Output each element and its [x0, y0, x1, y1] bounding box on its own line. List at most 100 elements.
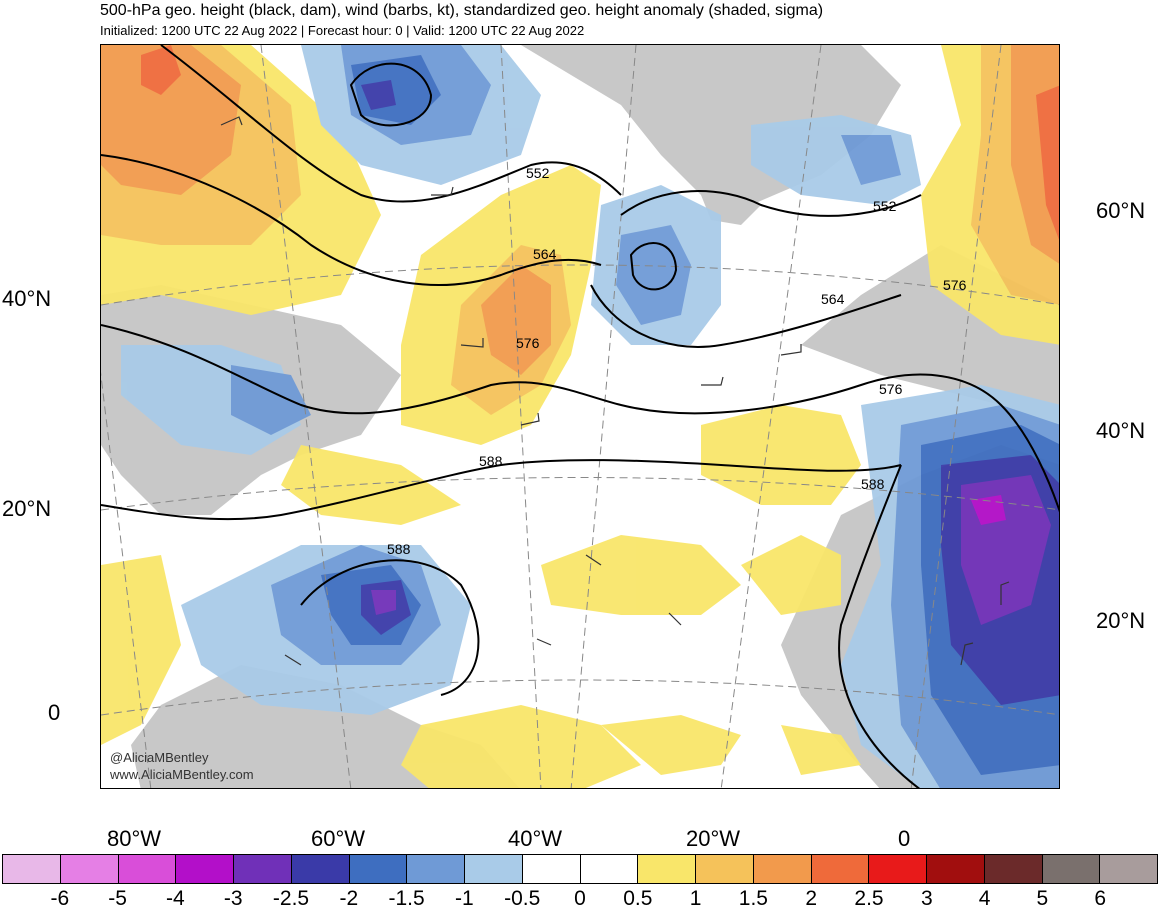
colorbar-tick-label: 0.5	[623, 887, 653, 910]
colorbar-segment	[580, 855, 639, 883]
anomaly-pos2-northeast	[1036, 85, 1059, 240]
lon-label: 60°W	[311, 826, 366, 851]
colorbar-tick-label: 1	[689, 887, 702, 910]
anomaly-neg1-norway	[841, 135, 901, 185]
contour-low-north-atlantic	[629, 242, 678, 291]
contour-label: 588	[861, 476, 885, 492]
colorbar-segment	[753, 855, 812, 883]
wind-barb	[431, 186, 454, 196]
wind-barb	[668, 612, 682, 626]
map-title: 500-hPa geo. height (black, dam), wind (…	[100, 2, 824, 19]
parallel-20n	[101, 477, 1059, 511]
lon-label: 0	[898, 826, 911, 851]
lon-label: 20°W	[686, 826, 741, 851]
colorbar-tick-label: -4	[166, 887, 185, 910]
meridian-0	[910, 45, 1002, 788]
colorbar-tick-label: -3	[223, 887, 243, 910]
wind-barbs	[220, 116, 1010, 666]
colorbar-segment	[407, 855, 465, 883]
credit-website: www.AliciaMBentley.com	[110, 767, 254, 782]
colorbar-tick-label: -2	[339, 887, 359, 910]
colorbar-segment	[869, 855, 927, 883]
meridian-60w	[260, 45, 352, 788]
colorbar-segment	[522, 855, 581, 883]
wind-barb	[460, 338, 484, 348]
contour-564-west	[101, 154, 602, 286]
wind-barb	[536, 638, 552, 646]
colorbar-tick-label: -1	[455, 887, 474, 910]
meridian-20w	[720, 45, 822, 788]
contour-labels: 552 564 576 588 552 564 576 588 576 588	[387, 165, 967, 557]
lon-label: 80°W	[107, 826, 162, 851]
contour-label: 552	[873, 198, 897, 214]
colorbar-tick-label: 2	[805, 887, 818, 910]
anomaly-pos-tropical-center	[541, 535, 741, 615]
parallel-40n	[101, 264, 1059, 306]
graticule	[101, 45, 1059, 788]
colorbar-segment	[1100, 855, 1157, 883]
contour-label: 576	[516, 335, 540, 351]
wind-barb	[780, 344, 802, 356]
colorbar-tick-label: 5	[1036, 887, 1049, 910]
contour-588	[101, 459, 902, 521]
lat-label-right: 60°N	[1096, 198, 1146, 223]
contour-label: 576	[943, 277, 967, 293]
lat-label-left: 20°N	[2, 496, 52, 521]
colorbar-segment	[927, 855, 985, 883]
anomaly-shading	[101, 45, 1059, 788]
colorbar-segment	[118, 855, 177, 883]
contour-576	[101, 324, 1059, 513]
contour-564-north	[590, 284, 902, 348]
meridian-30w	[570, 45, 637, 788]
contour-label: 588	[479, 453, 503, 469]
anomaly-pos-subtropical-east	[701, 405, 861, 505]
contour-label: 588	[387, 541, 411, 557]
lat-label-left: 0	[48, 700, 61, 725]
meridian-80w	[101, 371, 152, 788]
colorbar-segment	[176, 855, 234, 883]
colorbar-tick-label: -5	[108, 887, 127, 910]
map-subtitle: Initialized: 1200 UTC 22 Aug 2022 | Fore…	[100, 23, 585, 38]
colorbar-tick-label: -0.5	[504, 887, 541, 910]
lat-label-right: 40°N	[1096, 418, 1146, 443]
colorbar-segment	[465, 855, 523, 883]
contour-low-labrador	[349, 62, 433, 127]
lon-label: 40°W	[508, 826, 563, 851]
colorbar-tick-label: -6	[50, 887, 70, 910]
colorbar-segment	[291, 855, 350, 883]
colorbar-tick-label: 6	[1094, 887, 1107, 910]
contour-588-africa	[838, 464, 921, 788]
anomaly-neg25-caribbean	[371, 590, 396, 615]
anomaly-neg3-africa	[971, 495, 1006, 525]
wind-barb	[1000, 581, 1010, 605]
colorbar-segment	[3, 855, 61, 883]
anomaly-neg2-labrador	[361, 80, 396, 110]
wind-barb	[220, 116, 243, 126]
contour-552-west	[160, 45, 622, 203]
colorbar-segment	[984, 855, 1043, 883]
wind-barb	[284, 654, 302, 666]
colorbar-tick-label: 0	[574, 887, 586, 910]
contour-588-caribbean	[300, 559, 480, 696]
contour-552-north	[620, 190, 922, 217]
anomaly-pos15-northwest	[101, 45, 241, 195]
colorbar-segment	[696, 855, 754, 883]
credit-handle: @AliciaMBentley	[110, 750, 209, 765]
colorbar-tick-label: 2.5	[854, 887, 884, 910]
map-canvas: 552 564 576 588 552 564 576 588 576 588	[101, 45, 1059, 788]
colorbar	[2, 854, 1158, 884]
colorbar-segment	[811, 855, 870, 883]
colorbar-tick-label: -2.5	[272, 887, 310, 910]
contour-label: 576	[879, 381, 903, 397]
colorbar-segment	[234, 855, 292, 883]
anomaly-pos-tropical-east	[741, 535, 841, 615]
colorbar-segment	[60, 855, 119, 883]
colorbar-segment	[1042, 855, 1101, 883]
anomaly-pos-subtropical	[281, 445, 461, 525]
height-contours	[101, 45, 1059, 788]
colorbar-segment	[638, 855, 696, 883]
wind-barb	[960, 642, 974, 666]
wind-barb	[520, 412, 540, 426]
contour-label: 564	[533, 246, 557, 262]
anomaly-pos-tropical-west	[101, 555, 181, 745]
